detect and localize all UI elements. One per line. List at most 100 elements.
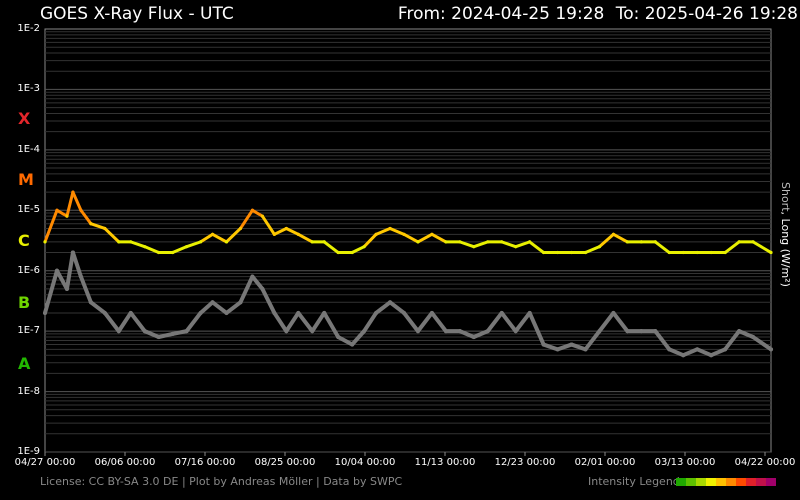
short-data-point bbox=[362, 329, 367, 334]
x-tick-label: 04/22 00:00 bbox=[734, 457, 796, 468]
to-date: To: 2025-04-26 19:28 bbox=[615, 4, 798, 24]
short-series-segment bbox=[336, 334, 355, 347]
short-data-point bbox=[625, 329, 630, 334]
long-data-point bbox=[769, 250, 773, 255]
long-data-point bbox=[555, 250, 560, 255]
short-series-segment bbox=[723, 329, 742, 352]
legend-swatch bbox=[676, 478, 686, 486]
short-series-segment bbox=[64, 250, 75, 291]
long-data-point bbox=[514, 245, 518, 249]
short-data-point bbox=[681, 353, 686, 358]
long-data-point bbox=[185, 245, 189, 249]
y-tick-label: 1E-4 bbox=[17, 143, 40, 155]
short-series-segment bbox=[170, 329, 189, 336]
long-series-segment bbox=[416, 232, 434, 244]
legend-swatch bbox=[756, 478, 766, 486]
long-data-point bbox=[751, 240, 755, 244]
long-data-point bbox=[667, 250, 671, 255]
long-data-point bbox=[89, 222, 93, 226]
long-series-segment bbox=[171, 245, 189, 255]
long-series-segment bbox=[272, 226, 288, 236]
short-data-point bbox=[388, 300, 393, 305]
x-tick-label: 11/13 00:00 bbox=[414, 457, 476, 468]
long-data-point bbox=[472, 245, 476, 249]
short-data-point bbox=[402, 310, 407, 315]
short-data-point bbox=[54, 268, 59, 273]
long-data-point bbox=[430, 232, 434, 236]
gridlines bbox=[45, 31, 771, 453]
long-data-point bbox=[71, 190, 75, 194]
short-data-point bbox=[639, 329, 644, 334]
from-date: From: 2024-04-25 19:28 bbox=[397, 4, 605, 24]
long-data-point bbox=[272, 232, 276, 236]
long-data-point bbox=[444, 240, 448, 244]
y-tick-label: 1E-6 bbox=[17, 264, 40, 276]
long-data-point bbox=[250, 208, 255, 212]
short-data-point bbox=[350, 342, 355, 347]
short-data-point bbox=[485, 329, 490, 334]
long-series-segment bbox=[185, 240, 203, 249]
y-tick-label: 1E-5 bbox=[17, 204, 40, 216]
x-tick-label: 02/01 00:00 bbox=[574, 457, 636, 468]
short-series-segment bbox=[362, 310, 379, 334]
long-data-point bbox=[103, 226, 107, 231]
long-series bbox=[43, 190, 773, 255]
long-series-segment bbox=[653, 240, 671, 255]
long-data-point bbox=[709, 250, 713, 255]
short-data-point bbox=[238, 300, 243, 305]
long-data-point bbox=[625, 240, 629, 244]
long-data-point bbox=[224, 240, 229, 244]
short-data-point bbox=[156, 334, 161, 339]
short-data-point bbox=[128, 310, 133, 315]
short-series-segment bbox=[681, 347, 700, 358]
short-series-segment bbox=[541, 342, 560, 352]
short-series-segment bbox=[499, 310, 518, 334]
short-data-point bbox=[88, 300, 93, 305]
x-tick-label: 08/25 00:00 bbox=[254, 457, 316, 468]
short-series-segment bbox=[260, 286, 277, 315]
long-series-segment bbox=[296, 232, 314, 244]
short-series-segment bbox=[102, 310, 121, 334]
long-series-segment bbox=[374, 226, 392, 236]
long-data-point bbox=[597, 245, 602, 249]
long-data-point bbox=[310, 240, 314, 244]
long-series-segment bbox=[225, 226, 242, 244]
legend-swatch bbox=[686, 478, 696, 486]
long-series-segment bbox=[260, 214, 276, 236]
short-data-point bbox=[322, 310, 327, 315]
legend-swatch bbox=[746, 478, 756, 486]
long-series-segment bbox=[528, 240, 546, 255]
long-data-point bbox=[458, 240, 462, 244]
short-data-point bbox=[184, 329, 189, 334]
short-series-segment bbox=[457, 329, 476, 339]
y-tick-label: 1E-2 bbox=[17, 23, 40, 34]
long-data-point bbox=[569, 250, 574, 255]
short-data-point bbox=[769, 347, 773, 352]
legend-swatch bbox=[706, 478, 716, 486]
long-data-point bbox=[416, 240, 420, 244]
long-series-segment bbox=[430, 232, 448, 244]
long-data-point bbox=[681, 250, 685, 255]
short-data-point bbox=[70, 250, 75, 255]
long-series-segment bbox=[611, 232, 629, 244]
long-data-point bbox=[611, 232, 616, 236]
short-data-point bbox=[723, 347, 728, 352]
long-data-point bbox=[388, 226, 392, 231]
flare-class-x: X bbox=[18, 109, 31, 128]
long-series-segment bbox=[71, 190, 83, 212]
short-series-segment bbox=[116, 310, 133, 334]
short-data-point bbox=[611, 310, 616, 315]
long-data-point bbox=[238, 226, 243, 231]
short-series bbox=[43, 250, 773, 358]
short-series-segment bbox=[415, 310, 434, 334]
long-data-point bbox=[43, 240, 47, 244]
short-data-point bbox=[336, 334, 341, 339]
short-data-point bbox=[457, 329, 462, 334]
y-tick-label: 1E-8 bbox=[17, 385, 40, 397]
short-data-point bbox=[310, 329, 315, 334]
short-data-point bbox=[210, 300, 215, 305]
short-data-point bbox=[751, 334, 756, 339]
short-series-segment bbox=[583, 329, 602, 352]
long-data-point bbox=[542, 250, 546, 255]
short-data-point bbox=[250, 274, 255, 279]
